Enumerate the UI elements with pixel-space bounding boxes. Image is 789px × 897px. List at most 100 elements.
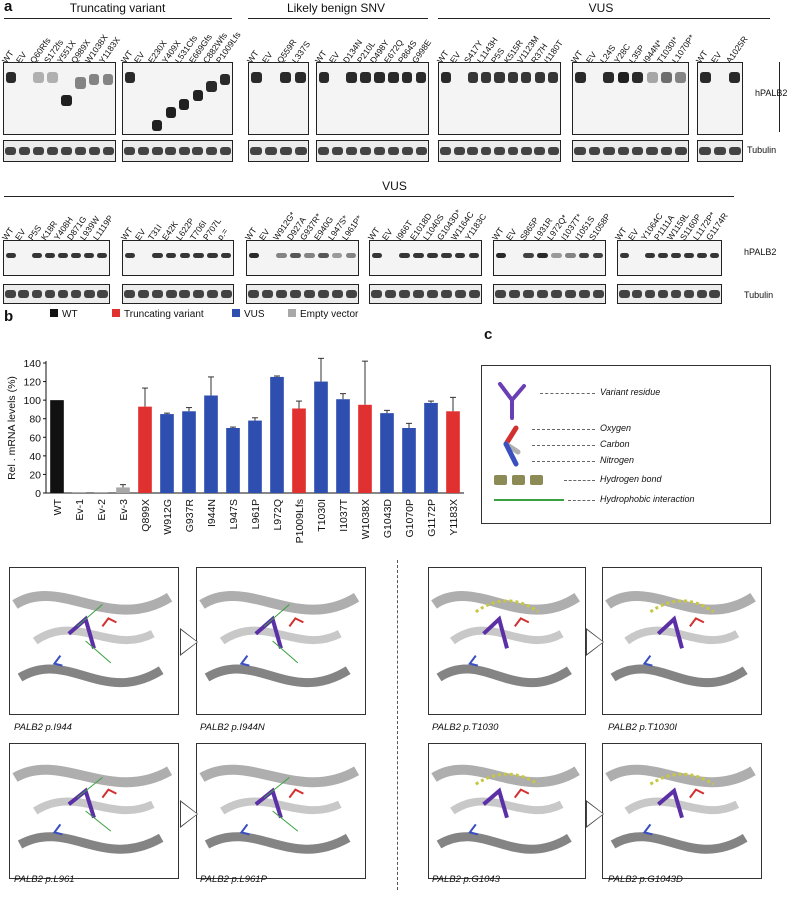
protein-band (33, 71, 44, 83)
protein-band (304, 252, 315, 259)
structure-caption: PALB2 p.L961 (14, 874, 75, 885)
tubulin-band (165, 147, 177, 155)
tubulin-band (124, 290, 136, 298)
panel-letter-a: a (4, 0, 13, 15)
protein-band (152, 252, 163, 259)
protein-band (413, 252, 424, 259)
structure-caption: PALB2 p.G1043D (608, 874, 683, 885)
protein-band (360, 71, 371, 83)
variant-residue-icon (498, 382, 526, 420)
protein-band (75, 77, 86, 89)
legend-label: WT (62, 309, 78, 320)
bar (160, 414, 174, 493)
tubulin-band (603, 147, 615, 155)
hpalb2-bracket (779, 62, 780, 132)
x-tick-label: L947S (228, 499, 240, 529)
bar (380, 413, 394, 493)
group-title-truncating: Truncating variant (69, 1, 166, 15)
protein-band (331, 252, 343, 259)
tubulin-label-row1: Tubulin (747, 145, 777, 155)
palb2-blot (316, 62, 429, 135)
tubulin-band (219, 147, 231, 155)
tubulin-band (619, 290, 630, 298)
tubulin-band (138, 290, 150, 298)
tubulin-band (5, 290, 16, 298)
ribbon-render (199, 591, 360, 688)
tubulin-band (670, 290, 682, 298)
protein-band (31, 252, 42, 259)
x-tick-label: W1038X (360, 499, 372, 539)
x-tick-label: Ev-3 (118, 499, 130, 521)
protein-structure (196, 567, 366, 715)
tubulin-blot (316, 140, 429, 162)
tubulin-blot (697, 140, 743, 162)
tubulin-blot (3, 140, 116, 162)
palb2-blot (246, 240, 359, 276)
bar (248, 420, 262, 493)
group-title-benign: Likely benign SNV (286, 1, 386, 15)
tubulin-band (494, 147, 505, 155)
protein-band (179, 252, 191, 259)
palb2-blot (3, 240, 110, 276)
tubulin-band (137, 147, 149, 155)
tubulin-band (47, 147, 59, 155)
tubulin-band (426, 290, 438, 298)
tubulin-band (279, 147, 292, 155)
bar (116, 487, 130, 493)
tubulin-band (151, 290, 163, 298)
tubulin-blot (493, 284, 606, 304)
group-line (4, 18, 232, 19)
protein-band (71, 252, 82, 259)
protein-band (346, 71, 357, 83)
protein-band (5, 252, 16, 259)
tubulin-band (70, 290, 82, 298)
y-tick-label: 80 (29, 414, 41, 426)
tubulin-band (317, 290, 329, 298)
tubulin-band (550, 290, 562, 298)
protein-band (699, 71, 711, 83)
protein-band (537, 252, 548, 259)
tubulin-band (696, 290, 707, 298)
tubulin-band (265, 147, 278, 155)
protein-structure (428, 567, 586, 715)
protein-band (248, 252, 260, 259)
tubulin-band (385, 290, 397, 298)
tubulin-band (294, 147, 307, 155)
arrow-fill (181, 802, 197, 826)
bar (204, 395, 218, 493)
tubulin-band (206, 147, 217, 155)
tubulin-band (714, 147, 726, 155)
protein-band (124, 252, 136, 259)
protein-band (619, 252, 630, 259)
tubulin-band (165, 290, 177, 298)
tubulin-blot (246, 284, 359, 304)
tubulin-band (699, 147, 712, 155)
protein-band (495, 252, 507, 259)
protein-band (276, 252, 287, 259)
y-tick-label: 100 (23, 395, 41, 407)
legend-label: VUS (244, 309, 265, 320)
tubulin-band (534, 147, 546, 155)
protein-band (192, 89, 204, 102)
protein-band (250, 71, 262, 83)
x-tick-label: Y1183X (448, 499, 460, 536)
protein-band (440, 71, 451, 83)
protein-band (220, 73, 231, 85)
y-axis-label: Rel . mRNA levels (%) (6, 376, 18, 480)
protein-band (102, 73, 114, 85)
tubulin-band (192, 147, 204, 155)
x-tick-label: G937R (184, 499, 196, 533)
protein-band (683, 252, 694, 259)
protein-band (5, 71, 17, 83)
tubulin-band (371, 290, 383, 298)
x-tick-label: Q899X (140, 499, 152, 532)
tubulin-blot (438, 140, 561, 162)
protein-band (480, 71, 492, 83)
x-tick-label: W912G (162, 499, 174, 535)
tubulin-band (179, 290, 191, 298)
protein-band (696, 252, 707, 259)
divider (397, 560, 398, 890)
tubulin-band (657, 290, 669, 298)
bar (336, 399, 350, 493)
y-tick-label: 140 (23, 358, 41, 370)
